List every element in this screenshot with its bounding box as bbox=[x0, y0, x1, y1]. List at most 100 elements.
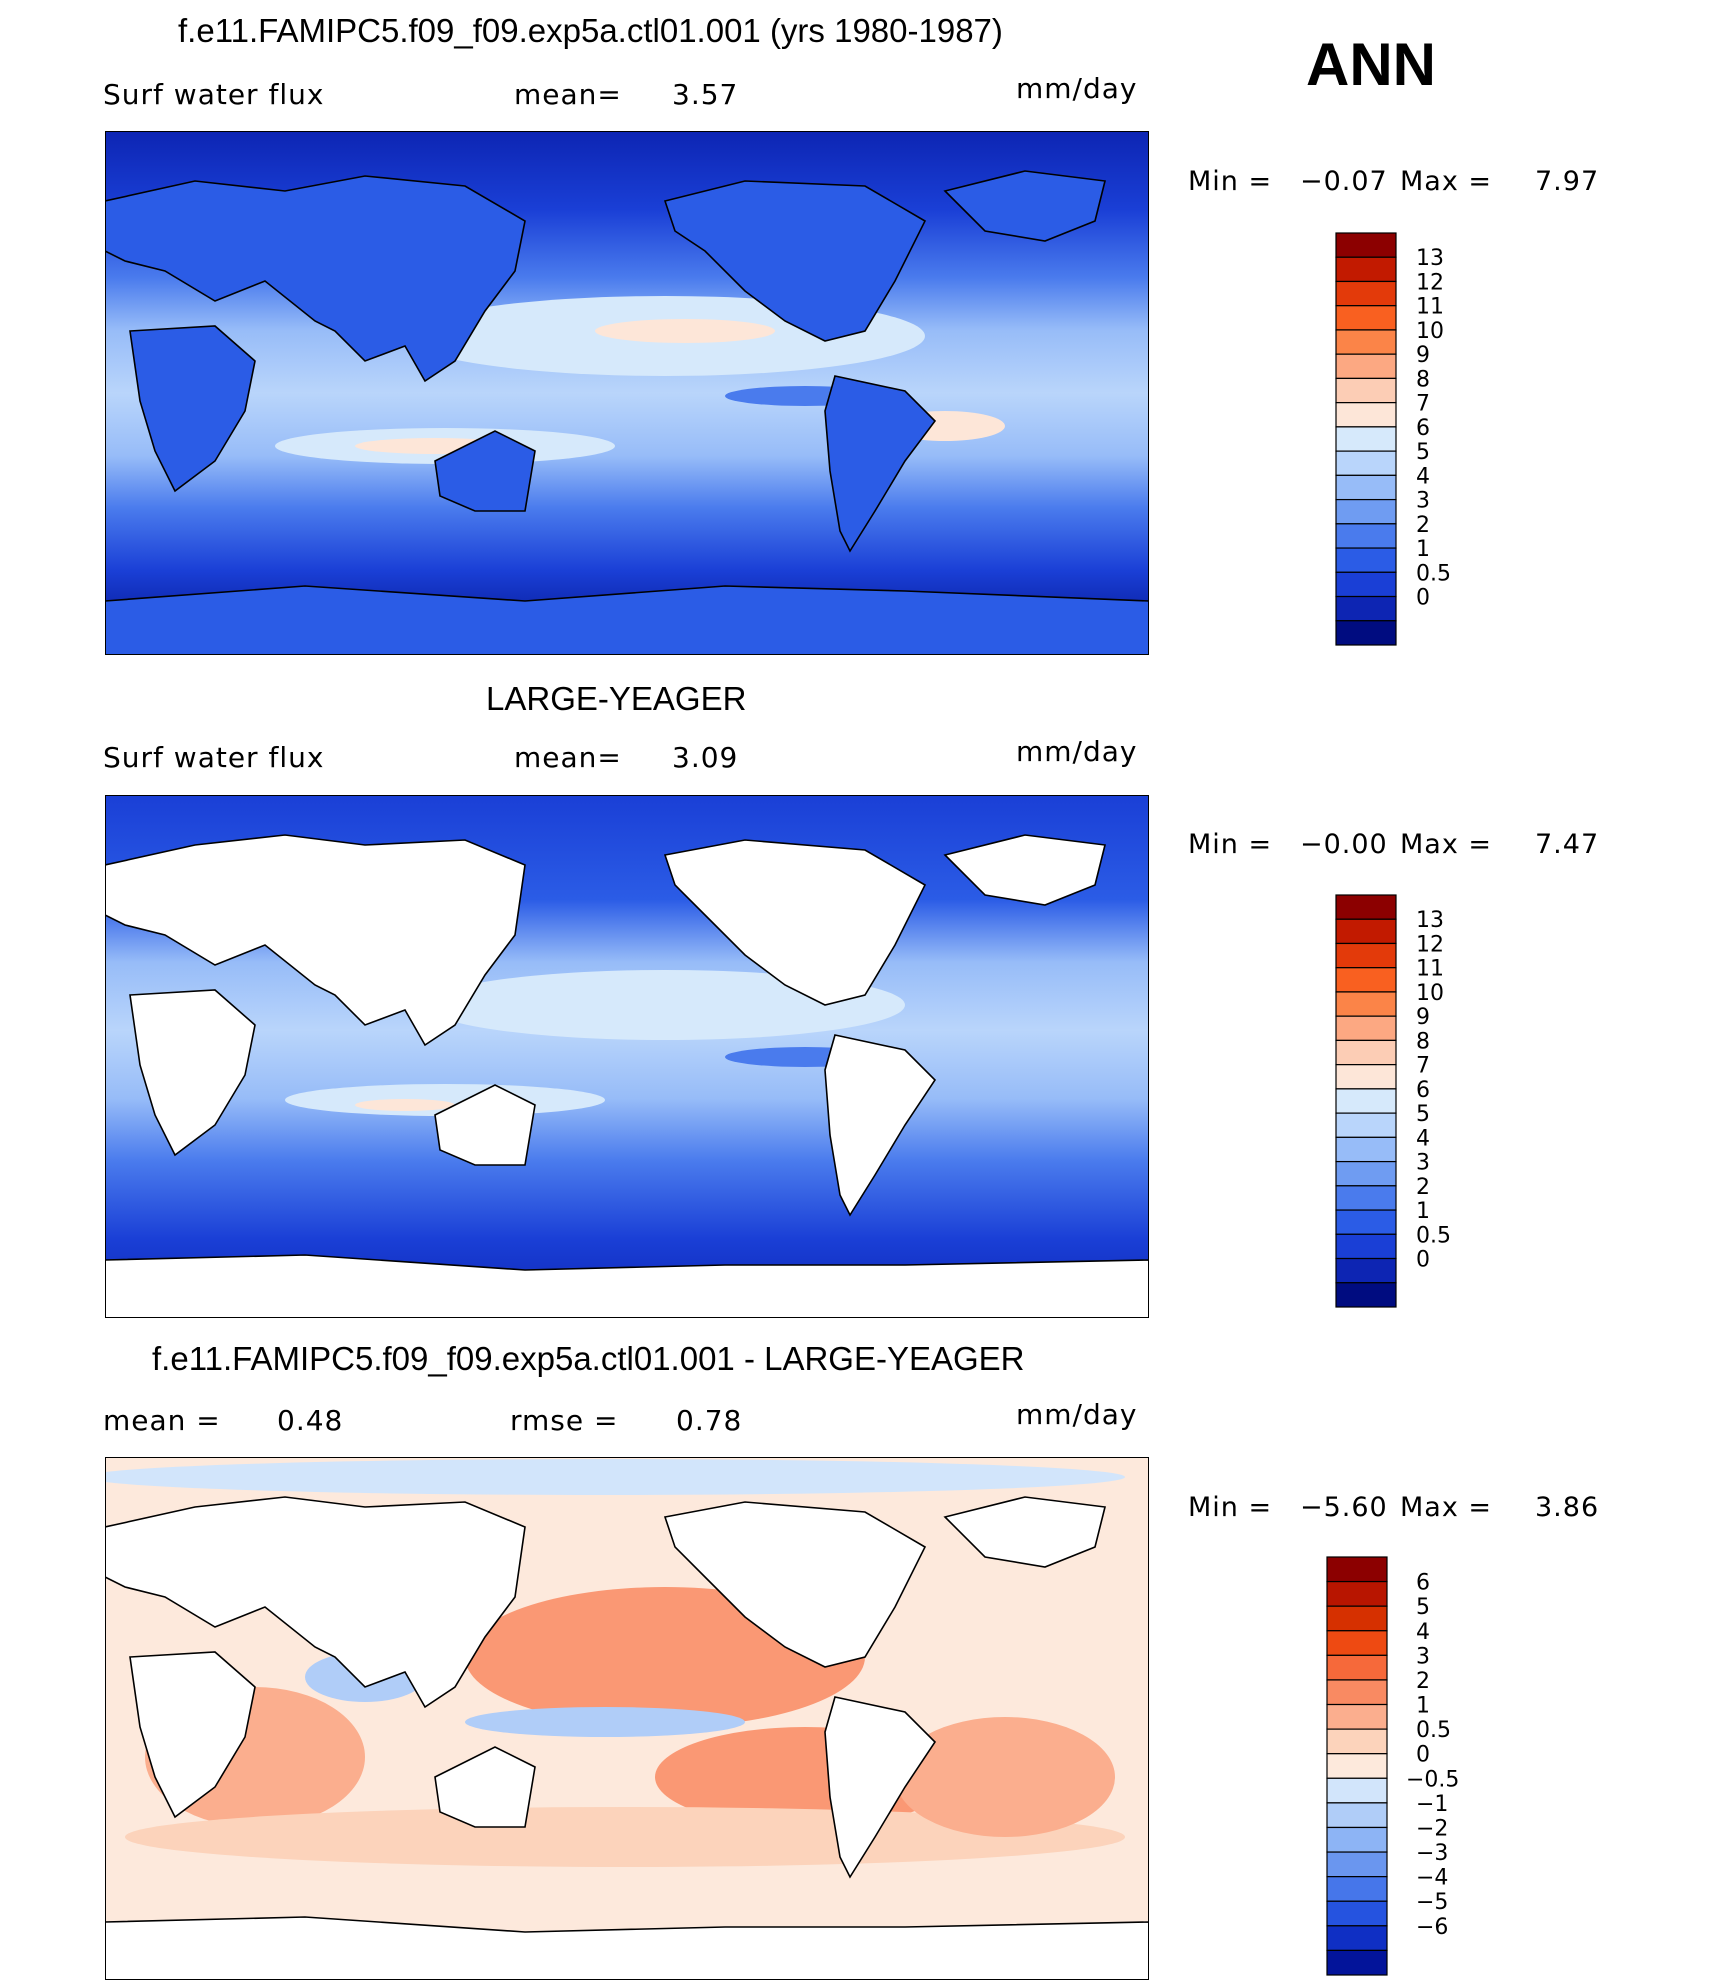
colorbar-swatch bbox=[1335, 1039, 1397, 1066]
panel-3-units: mm/day bbox=[1016, 1398, 1138, 1431]
panel-1-max-label: Max = bbox=[1400, 166, 1493, 197]
colorbar-label: 7 bbox=[1416, 392, 1430, 417]
panel-2-min-value: −0.00 bbox=[1300, 829, 1388, 860]
colorbar-swatch bbox=[1326, 1580, 1388, 1607]
colorbar-label: 1 bbox=[1416, 537, 1430, 562]
panel-3-stat1-label: mean = bbox=[103, 1404, 221, 1437]
colorbar-swatch bbox=[1335, 474, 1397, 501]
panel-1-min-label: Min = bbox=[1188, 166, 1273, 197]
colorbar-swatch bbox=[1335, 967, 1397, 993]
panel-1-stat1-label: mean= bbox=[514, 78, 622, 111]
colorbar-swatch bbox=[1335, 1064, 1397, 1090]
colorbar-label: 8 bbox=[1416, 367, 1430, 392]
colorbar-swatch bbox=[1335, 305, 1397, 331]
colorbar-swatch bbox=[1335, 498, 1397, 525]
colorbar-swatch bbox=[1335, 1088, 1397, 1114]
colorbar-swatch bbox=[1335, 547, 1397, 573]
panel-2-max-value: 7.47 bbox=[1535, 829, 1600, 860]
panel-3-min-label: Min = bbox=[1188, 1492, 1273, 1523]
colorbar-label: 1 bbox=[1416, 1694, 1430, 1719]
colorbar-swatch bbox=[1335, 571, 1397, 598]
colorbar-label: 6 bbox=[1416, 1078, 1430, 1103]
colorbar-swatch bbox=[1335, 523, 1397, 549]
colorbar-label: 12 bbox=[1416, 270, 1444, 295]
panel-2-stat1-value: 3.09 bbox=[672, 741, 739, 774]
colorbar-swatch bbox=[1335, 232, 1397, 258]
panel-1-colorbar: 13 12 11 10 9 8 7 6 5 4 3 2 1 0.5 0 bbox=[1335, 232, 1496, 649]
colorbar-label: 3 bbox=[1416, 1644, 1430, 1669]
colorbar-label: 11 bbox=[1416, 295, 1444, 320]
colorbar-swatch bbox=[1335, 1233, 1397, 1260]
panel-3-title: f.e11.FAMIPC5.f09_f09.exp5a.ctl01.001 - … bbox=[152, 1340, 1025, 1377]
panel-2-title: LARGE-YEAGER bbox=[486, 680, 747, 717]
colorbar-swatch bbox=[1326, 1753, 1388, 1779]
colorbar-label: 6 bbox=[1416, 1571, 1430, 1596]
panel-3-max-label: Max = bbox=[1400, 1492, 1493, 1523]
colorbar-label: 0 bbox=[1416, 1743, 1430, 1768]
panel-2-max-label: Max = bbox=[1400, 829, 1493, 860]
panel-2-variable: Surf water flux bbox=[103, 741, 325, 774]
colorbar-swatch bbox=[1335, 402, 1397, 428]
colorbar-label: 13 bbox=[1416, 908, 1444, 933]
colorbar-swatch bbox=[1326, 1605, 1388, 1632]
colorbar-label: 0.5 bbox=[1416, 1223, 1451, 1248]
panel-3-max-value: 3.86 bbox=[1535, 1492, 1600, 1523]
colorbar-swatch bbox=[1335, 1160, 1397, 1187]
panel-2-map bbox=[105, 795, 1149, 1318]
colorbar-swatch bbox=[1335, 595, 1397, 622]
colorbar-swatch bbox=[1335, 353, 1397, 380]
panel-1-units: mm/day bbox=[1016, 72, 1138, 105]
colorbar-label: 9 bbox=[1416, 343, 1430, 368]
colorbar-swatch bbox=[1335, 942, 1397, 969]
colorbar-swatch bbox=[1326, 1949, 1388, 1976]
colorbar-label: 2 bbox=[1416, 513, 1430, 538]
colorbar-label: 3 bbox=[1416, 1151, 1430, 1176]
colorbar-label: 9 bbox=[1416, 1005, 1430, 1030]
panel-3-stat1-value: 0.48 bbox=[277, 1404, 344, 1437]
colorbar-label: 10 bbox=[1416, 981, 1444, 1006]
colorbar-swatch bbox=[1335, 918, 1397, 945]
panel-3-map bbox=[105, 1457, 1149, 1980]
panel-2-units: mm/day bbox=[1016, 735, 1138, 768]
panel-1-title: f.e11.FAMIPC5.f09_f09.exp5a.ctl01.001 (y… bbox=[178, 12, 1003, 49]
colorbar-label: 5 bbox=[1416, 440, 1430, 465]
season-label: ANN bbox=[1306, 31, 1436, 98]
panel-1-map bbox=[105, 131, 1149, 655]
panel-1-stat1-value: 3.57 bbox=[672, 78, 739, 111]
panel-2-colorbar: 13 12 11 10 9 8 7 6 5 4 3 2 1 0.5 0 bbox=[1335, 894, 1496, 1311]
colorbar-label: 0 bbox=[1416, 1248, 1430, 1273]
colorbar-swatch bbox=[1326, 1777, 1388, 1804]
colorbar-swatch bbox=[1326, 1679, 1388, 1706]
colorbar-swatch bbox=[1326, 1826, 1388, 1853]
colorbar-swatch bbox=[1326, 1556, 1388, 1583]
colorbar-label: −4 bbox=[1416, 1866, 1448, 1891]
colorbar-swatch bbox=[1326, 1802, 1388, 1829]
colorbar-swatch bbox=[1326, 1876, 1388, 1902]
panel-2-stat1-label: mean= bbox=[514, 741, 622, 774]
colorbar-swatch bbox=[1335, 1282, 1397, 1308]
colorbar-label: −6 bbox=[1416, 1915, 1448, 1940]
colorbar-swatch bbox=[1335, 450, 1397, 476]
colorbar-swatch bbox=[1326, 1925, 1388, 1952]
colorbar-label: 8 bbox=[1416, 1029, 1430, 1054]
colorbar-swatch bbox=[1335, 894, 1397, 920]
panel-1-min-value: −0.07 bbox=[1300, 166, 1388, 197]
colorbar-swatch bbox=[1326, 1900, 1388, 1927]
colorbar-swatch bbox=[1326, 1851, 1388, 1878]
colorbar-label: 0.5 bbox=[1416, 1718, 1451, 1743]
colorbar-swatch bbox=[1335, 377, 1397, 404]
colorbar-swatch bbox=[1335, 256, 1397, 283]
colorbar-swatch bbox=[1335, 1257, 1397, 1284]
colorbar-label: 2 bbox=[1416, 1175, 1430, 1200]
colorbar-label: 7 bbox=[1416, 1054, 1430, 1079]
panel-2-min-label: Min = bbox=[1188, 829, 1273, 860]
colorbar-label: 12 bbox=[1416, 932, 1444, 957]
colorbar-swatch bbox=[1326, 1728, 1388, 1755]
panel-1-max-value: 7.97 bbox=[1535, 166, 1600, 197]
colorbar-label: 3 bbox=[1416, 489, 1430, 514]
colorbar-label: 2 bbox=[1416, 1669, 1430, 1694]
panel-3-stat2-value: 0.78 bbox=[676, 1404, 743, 1437]
panel-3-colorbar: 6 5 4 3 2 1 0.5 0 −0.5 −1 −2 −3 −4 −5 −6 bbox=[1326, 1556, 1497, 1979]
colorbar-label: −3 bbox=[1416, 1841, 1448, 1866]
colorbar-label: 10 bbox=[1416, 319, 1444, 344]
